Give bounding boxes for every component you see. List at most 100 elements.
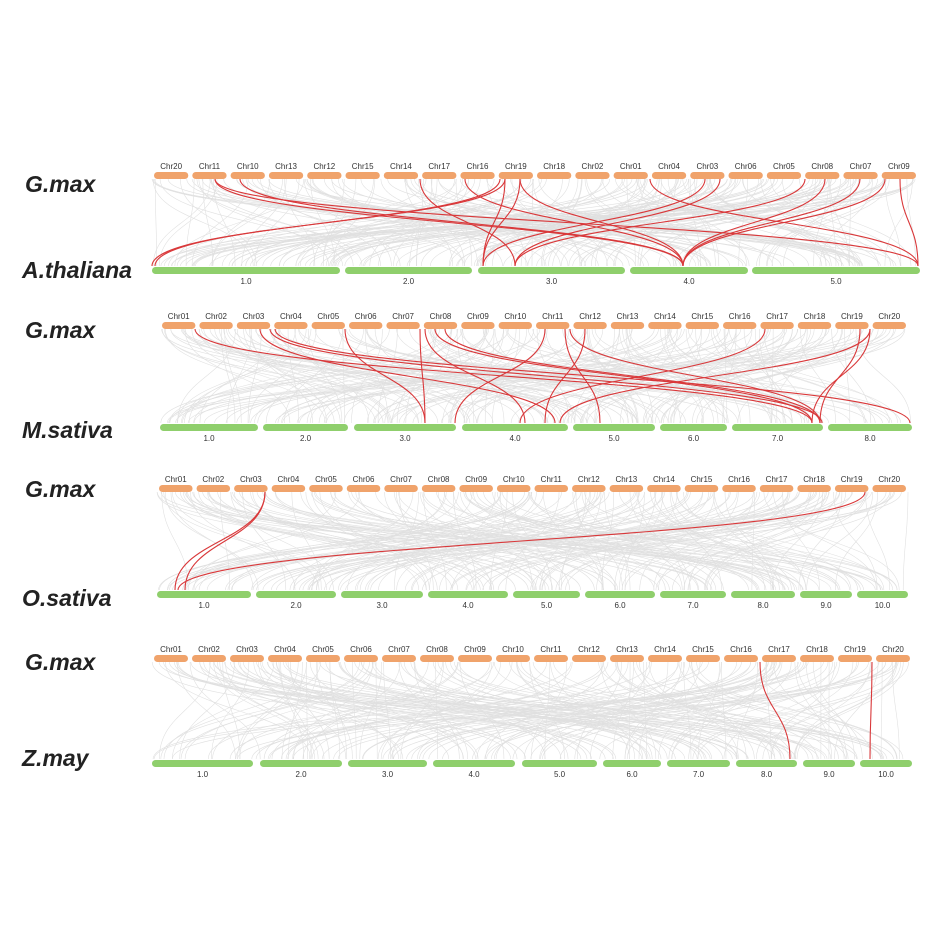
species-label: G.max <box>25 171 97 197</box>
link <box>673 328 768 424</box>
link <box>544 661 551 760</box>
link <box>661 328 873 424</box>
chromosome <box>728 172 763 179</box>
link <box>682 178 861 267</box>
link <box>194 328 813 424</box>
link <box>532 661 884 760</box>
link <box>464 178 684 267</box>
link <box>811 328 871 424</box>
chromosome-label: Chr03 <box>243 312 265 321</box>
link <box>342 328 345 424</box>
chromosome <box>309 485 343 492</box>
panel: Chr01 Chr02 Chr03 Chr04 Chr05 Chr06 Chr07 Chr08… <box>22 312 912 443</box>
link <box>355 491 595 591</box>
chromosome <box>690 172 725 179</box>
chromosome <box>423 322 458 329</box>
link <box>359 178 822 267</box>
link <box>682 178 886 267</box>
link <box>330 491 537 591</box>
chromosome <box>345 267 472 274</box>
link <box>251 661 776 760</box>
link <box>230 491 334 591</box>
link <box>309 661 464 760</box>
link <box>220 328 236 424</box>
chromosome-label: Chr05 <box>315 475 337 484</box>
link <box>299 328 742 424</box>
link <box>340 661 662 760</box>
link <box>183 328 868 424</box>
chromosome <box>648 322 682 329</box>
link <box>278 661 313 760</box>
link <box>245 178 532 267</box>
chromosome-label: 6.0 <box>614 601 626 610</box>
link <box>421 491 699 591</box>
link <box>229 661 572 760</box>
link <box>519 328 766 424</box>
chromosome <box>383 172 419 179</box>
link <box>669 328 812 424</box>
chromosome <box>384 485 418 492</box>
chromosome <box>537 172 572 179</box>
link <box>770 178 901 267</box>
link <box>683 491 812 591</box>
link <box>721 661 727 760</box>
link <box>165 661 311 760</box>
chromosome-label: Chr19 <box>841 475 863 484</box>
chromosome-label: Chr15 <box>691 312 713 321</box>
link <box>581 491 683 591</box>
link <box>226 328 471 424</box>
species-label: G.max <box>25 317 97 343</box>
link <box>696 661 898 760</box>
chromosome-label: Chr01 <box>160 645 182 654</box>
link <box>319 661 882 760</box>
link <box>676 491 852 591</box>
link <box>450 661 785 760</box>
link <box>203 661 511 760</box>
chromosome <box>732 424 823 431</box>
link <box>325 178 521 267</box>
chromosome <box>428 591 508 598</box>
link <box>689 178 716 267</box>
link <box>406 178 561 267</box>
chromosome-label: Chr14 <box>390 162 412 171</box>
link <box>311 661 548 760</box>
chromosome-label: Chr16 <box>728 475 750 484</box>
link <box>865 491 890 591</box>
chromosome-label: 7.0 <box>772 434 784 443</box>
link <box>448 178 570 267</box>
link <box>400 661 444 760</box>
link <box>444 328 821 424</box>
chromosome-label: Chr07 <box>850 162 872 171</box>
chromosome <box>268 655 302 662</box>
chromosome <box>160 424 258 431</box>
link <box>690 661 849 760</box>
chromosome <box>573 322 607 329</box>
link <box>158 178 218 267</box>
chromosome-label: Chr14 <box>654 312 676 321</box>
link <box>207 491 427 591</box>
link <box>683 491 807 591</box>
link <box>152 661 703 760</box>
link <box>210 178 354 267</box>
chromosome-label: Chr20 <box>878 475 900 484</box>
link <box>163 491 320 591</box>
link <box>193 328 463 424</box>
chromosome-label: 9.0 <box>823 770 835 779</box>
chromosome-label: Chr17 <box>766 312 788 321</box>
link <box>275 661 479 760</box>
link <box>398 491 434 591</box>
link <box>540 491 591 591</box>
link <box>172 661 275 760</box>
link <box>274 328 911 424</box>
link <box>154 178 158 267</box>
link <box>195 178 884 267</box>
chromosome-label: 3.0 <box>376 601 388 610</box>
chromosome <box>152 267 340 274</box>
chromosome <box>857 591 908 598</box>
link <box>590 661 648 760</box>
link <box>639 178 861 267</box>
link <box>231 491 714 591</box>
link <box>239 491 774 591</box>
link <box>453 661 881 760</box>
chromosome <box>684 485 719 492</box>
